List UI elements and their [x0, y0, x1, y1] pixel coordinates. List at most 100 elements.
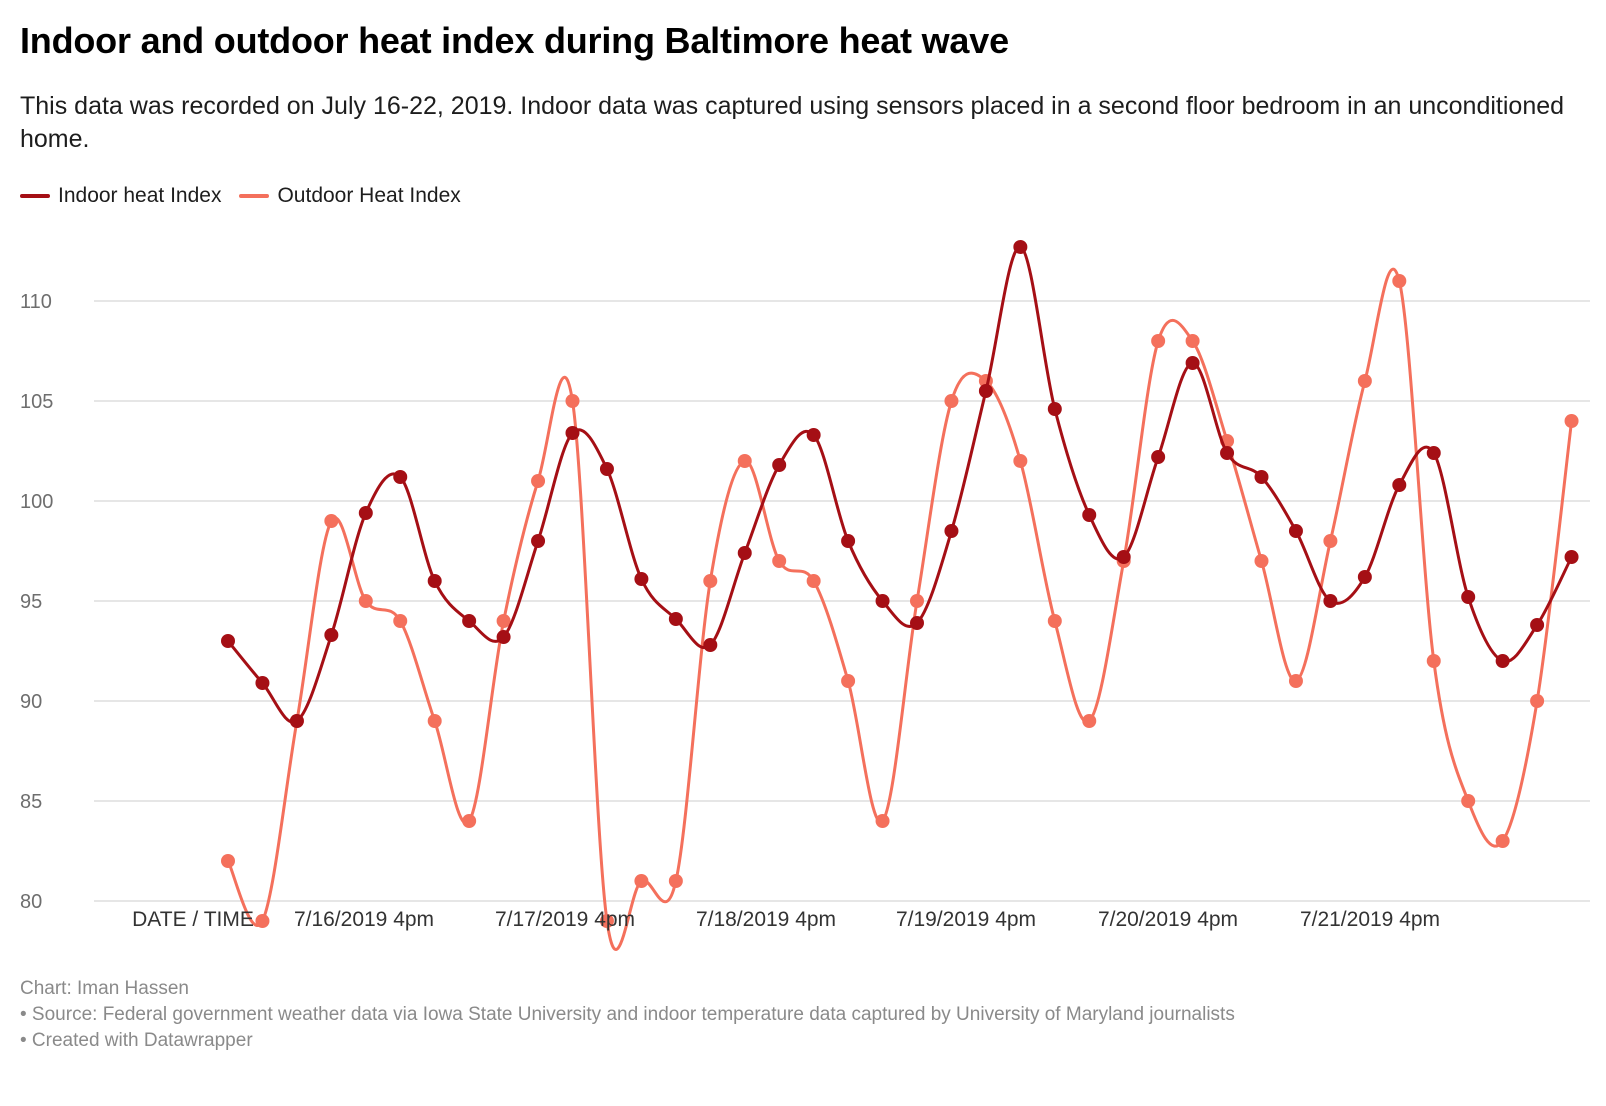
series-outdoor	[221, 267, 1579, 951]
data-point-indoor-22	[978, 384, 993, 398]
data-point-indoor-36	[1461, 590, 1476, 604]
x-tick-label-1: 7/16/2019 4pm	[294, 908, 434, 931]
data-point-indoor-7	[462, 614, 477, 628]
y-axis-labels: 80 85 90 95 100 105 110	[20, 291, 53, 913]
data-point-outdoor-23	[1013, 454, 1028, 468]
data-point-outdoor-27	[1151, 334, 1166, 348]
data-point-outdoor-4	[358, 594, 373, 608]
data-point-outdoor-24	[1047, 614, 1062, 628]
data-point-indoor-20	[910, 616, 924, 630]
data-point-indoor-4	[358, 506, 373, 520]
data-point-outdoor-18	[841, 674, 856, 688]
chart-tool-credit: • Created with Datawrapper	[20, 1030, 253, 1051]
legend-item-outdoor: Outdoor Heat Index	[239, 184, 461, 208]
legend-item-indoor: Indoor heat Index	[20, 184, 221, 208]
data-point-outdoor-6	[427, 714, 442, 728]
data-point-indoor-38	[1530, 618, 1545, 632]
data-point-indoor-39	[1564, 550, 1579, 564]
data-point-indoor-18	[841, 534, 856, 548]
data-point-outdoor-36	[1461, 794, 1476, 808]
data-point-indoor-28	[1185, 356, 1200, 370]
data-point-outdoor-28	[1185, 334, 1200, 348]
data-point-indoor-5	[393, 470, 408, 484]
data-point-outdoor-14	[703, 574, 718, 588]
data-point-outdoor-20	[910, 594, 924, 608]
data-point-indoor-13	[668, 612, 683, 626]
data-point-outdoor-0	[221, 854, 235, 868]
data-point-outdoor-38	[1530, 694, 1545, 708]
chart-footer: Chart: Iman Hassen • Source: Federal gov…	[20, 976, 1235, 1054]
data-point-outdoor-33	[1357, 374, 1372, 388]
data-point-indoor-2	[289, 714, 304, 728]
data-point-outdoor-13	[668, 874, 683, 888]
data-point-outdoor-39	[1564, 414, 1579, 428]
data-point-indoor-8	[496, 630, 511, 644]
legend-swatch-outdoor	[239, 194, 270, 198]
legend-swatch-indoor	[20, 194, 50, 198]
data-point-indoor-16	[772, 458, 787, 472]
data-point-indoor-17	[806, 428, 821, 442]
y-tick-label-85: 85	[20, 791, 42, 813]
data-point-outdoor-5	[393, 614, 408, 628]
data-point-indoor-33	[1357, 570, 1372, 584]
data-point-outdoor-16	[772, 554, 787, 568]
x-tick-label-0: DATE / TIME	[132, 908, 254, 931]
data-point-indoor-31	[1288, 524, 1303, 538]
x-tick-label-5: 7/20/2019 4pm	[1098, 908, 1238, 931]
data-point-outdoor-25	[1082, 714, 1097, 728]
series-layer	[221, 240, 1579, 951]
data-point-indoor-19	[875, 594, 890, 608]
data-point-indoor-23	[1013, 240, 1028, 254]
gridlines	[94, 300, 1590, 902]
data-point-outdoor-37	[1495, 834, 1510, 848]
data-point-indoor-10	[565, 426, 580, 440]
data-point-indoor-29	[1220, 446, 1235, 460]
data-point-outdoor-15	[737, 454, 752, 468]
x-axis-labels: DATE / TIME 7/16/2019 4pm 7/17/2019 4pm 7/1…	[132, 908, 1440, 931]
data-point-indoor-15	[737, 546, 752, 560]
chart-credit: Chart: Iman Hassen	[20, 978, 189, 999]
x-tick-label-6: 7/21/2019 4pm	[1300, 908, 1440, 931]
series-indoor	[221, 240, 1579, 728]
data-point-indoor-27	[1151, 450, 1166, 464]
data-point-indoor-6	[427, 574, 442, 588]
data-point-outdoor-11	[599, 914, 614, 928]
data-point-outdoor-35	[1426, 654, 1441, 668]
chart-title: Indoor and outdoor heat index during Bal…	[20, 20, 1009, 61]
y-tick-label-80: 80	[20, 891, 42, 913]
data-point-indoor-32	[1323, 594, 1338, 608]
data-point-indoor-30	[1254, 470, 1269, 484]
data-point-indoor-34	[1392, 478, 1407, 492]
data-point-outdoor-19	[875, 814, 890, 828]
data-point-indoor-12	[634, 572, 649, 586]
x-tick-label-3: 7/18/2019 4pm	[696, 908, 836, 931]
data-point-indoor-21	[944, 524, 959, 538]
data-point-outdoor-10	[565, 394, 580, 408]
data-point-outdoor-32	[1323, 534, 1338, 548]
data-point-indoor-9	[531, 534, 546, 548]
series-line-indoor	[226, 245, 1574, 724]
data-point-indoor-1	[255, 676, 270, 690]
series-line-outdoor	[226, 267, 1574, 951]
data-point-outdoor-21	[944, 394, 959, 408]
data-point-indoor-0	[221, 634, 235, 648]
y-tick-label-95: 95	[20, 591, 42, 613]
data-point-indoor-14	[703, 638, 718, 652]
data-point-indoor-3	[324, 628, 339, 642]
y-tick-label-100: 100	[20, 491, 53, 513]
data-point-outdoor-31	[1288, 674, 1303, 688]
data-point-indoor-37	[1495, 654, 1510, 668]
data-point-outdoor-12	[634, 874, 649, 888]
legend-label-indoor: Indoor heat Index	[58, 184, 222, 207]
chart-source: • Source: Federal government weather dat…	[20, 1004, 1235, 1025]
data-point-outdoor-3	[324, 514, 339, 528]
data-point-outdoor-34	[1392, 274, 1407, 288]
data-point-outdoor-30	[1254, 554, 1269, 568]
data-point-outdoor-17	[806, 574, 821, 588]
data-point-outdoor-9	[531, 474, 546, 488]
data-point-indoor-26	[1116, 550, 1131, 564]
x-tick-label-2: 7/17/2019 4pm	[495, 908, 635, 931]
line-chart: 80 85 90 95 100 105 110 DATE / TIME 7/16/2019 4…	[20, 240, 1590, 951]
data-point-indoor-24	[1047, 402, 1062, 416]
data-point-outdoor-7	[462, 814, 477, 828]
